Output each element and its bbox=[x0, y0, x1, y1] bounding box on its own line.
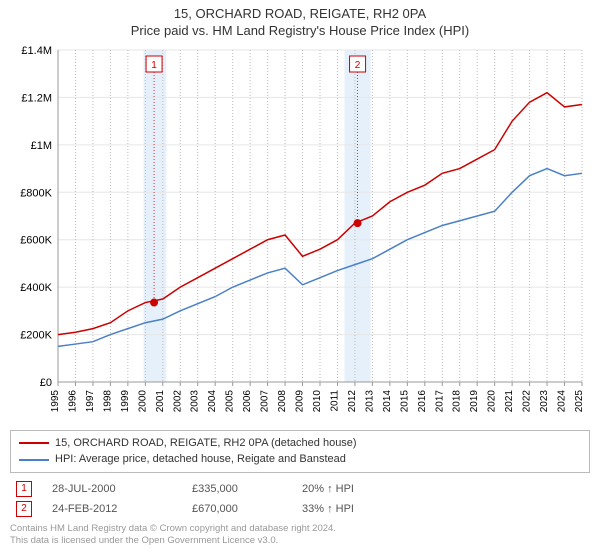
legend-label: 15, ORCHARD ROAD, REIGATE, RH2 0PA (deta… bbox=[55, 435, 357, 452]
svg-text:2000: 2000 bbox=[137, 389, 148, 412]
plot-area: £0 £200K £400K £600K £800K £1M £1.2M £1.4M 1995 1… bbox=[10, 44, 590, 424]
sale-price: £670,000 bbox=[192, 503, 282, 515]
svg-text:2007: 2007 bbox=[260, 389, 271, 412]
sale-marker-icon: 2 bbox=[16, 501, 32, 517]
sale-date: 24-FEB-2012 bbox=[52, 503, 172, 515]
footer-line: Contains HM Land Registry data © Crown c… bbox=[10, 523, 590, 535]
svg-text:£400K: £400K bbox=[20, 282, 52, 294]
svg-text:2025: 2025 bbox=[574, 389, 585, 412]
svg-text:2021: 2021 bbox=[504, 389, 515, 412]
svg-text:2017: 2017 bbox=[434, 389, 445, 412]
chart-container: 15, ORCHARD ROAD, REIGATE, RH2 0PA Price… bbox=[0, 0, 600, 560]
svg-text:2022: 2022 bbox=[522, 389, 533, 412]
chart-title: 15, ORCHARD ROAD, REIGATE, RH2 0PA bbox=[10, 6, 590, 23]
sales-table: 1 28-JUL-2000 £335,000 20% ↑ HPI 2 24-FE… bbox=[10, 481, 590, 517]
svg-text:£1M: £1M bbox=[31, 140, 52, 152]
svg-text:1996: 1996 bbox=[67, 389, 78, 412]
sales-row: 2 24-FEB-2012 £670,000 33% ↑ HPI bbox=[10, 501, 590, 517]
svg-text:2004: 2004 bbox=[207, 389, 218, 412]
svg-text:2014: 2014 bbox=[382, 389, 393, 412]
legend: 15, ORCHARD ROAD, REIGATE, RH2 0PA (deta… bbox=[10, 430, 590, 473]
svg-text:2010: 2010 bbox=[312, 389, 323, 412]
svg-text:2023: 2023 bbox=[539, 389, 550, 412]
legend-row: 15, ORCHARD ROAD, REIGATE, RH2 0PA (deta… bbox=[19, 435, 581, 452]
svg-text:2020: 2020 bbox=[487, 389, 498, 412]
sale-price: £335,000 bbox=[192, 483, 282, 495]
svg-text:2018: 2018 bbox=[452, 389, 463, 412]
svg-text:2006: 2006 bbox=[242, 389, 253, 412]
svg-text:2002: 2002 bbox=[172, 389, 183, 412]
svg-text:1999: 1999 bbox=[120, 389, 131, 412]
svg-text:£200K: £200K bbox=[20, 329, 52, 341]
svg-text:£600K: £600K bbox=[20, 234, 52, 246]
chart-subtitle: Price paid vs. HM Land Registry's House … bbox=[10, 23, 590, 40]
sale-marker-icon: 1 bbox=[16, 481, 32, 497]
legend-row: HPI: Average price, detached house, Reig… bbox=[19, 451, 581, 468]
svg-text:£1.2M: £1.2M bbox=[21, 92, 52, 104]
svg-text:2009: 2009 bbox=[295, 389, 306, 412]
legend-swatch bbox=[19, 442, 49, 444]
footer-line: This data is licensed under the Open Gov… bbox=[10, 535, 590, 547]
svg-text:2011: 2011 bbox=[329, 389, 340, 411]
svg-text:2016: 2016 bbox=[417, 389, 428, 412]
svg-text:2: 2 bbox=[355, 60, 361, 71]
sale-delta: 20% ↑ HPI bbox=[302, 483, 392, 495]
footer: Contains HM Land Registry data © Crown c… bbox=[10, 523, 590, 548]
svg-text:£0: £0 bbox=[40, 377, 52, 389]
legend-label: HPI: Average price, detached house, Reig… bbox=[55, 451, 346, 468]
svg-text:1: 1 bbox=[151, 60, 157, 71]
svg-text:1998: 1998 bbox=[102, 389, 113, 412]
svg-text:2013: 2013 bbox=[364, 389, 375, 412]
sale-date: 28-JUL-2000 bbox=[52, 483, 172, 495]
legend-swatch bbox=[19, 459, 49, 461]
svg-text:2001: 2001 bbox=[155, 389, 166, 412]
svg-text:1995: 1995 bbox=[50, 389, 61, 412]
svg-text:2012: 2012 bbox=[347, 389, 358, 412]
svg-text:1997: 1997 bbox=[85, 389, 96, 412]
sale-delta: 33% ↑ HPI bbox=[302, 503, 392, 515]
sales-row: 1 28-JUL-2000 £335,000 20% ↑ HPI bbox=[10, 481, 590, 497]
svg-text:2024: 2024 bbox=[557, 389, 568, 412]
svg-text:2015: 2015 bbox=[399, 389, 410, 412]
svg-text:2005: 2005 bbox=[225, 389, 236, 412]
svg-text:£800K: £800K bbox=[20, 187, 52, 199]
line-chart-svg: £0 £200K £400K £600K £800K £1M £1.2M £1.4M 1995 1… bbox=[10, 44, 590, 424]
svg-text:2019: 2019 bbox=[469, 389, 480, 412]
svg-text:2003: 2003 bbox=[190, 389, 201, 412]
svg-text:2008: 2008 bbox=[277, 389, 288, 412]
svg-text:£1.4M: £1.4M bbox=[21, 45, 52, 57]
